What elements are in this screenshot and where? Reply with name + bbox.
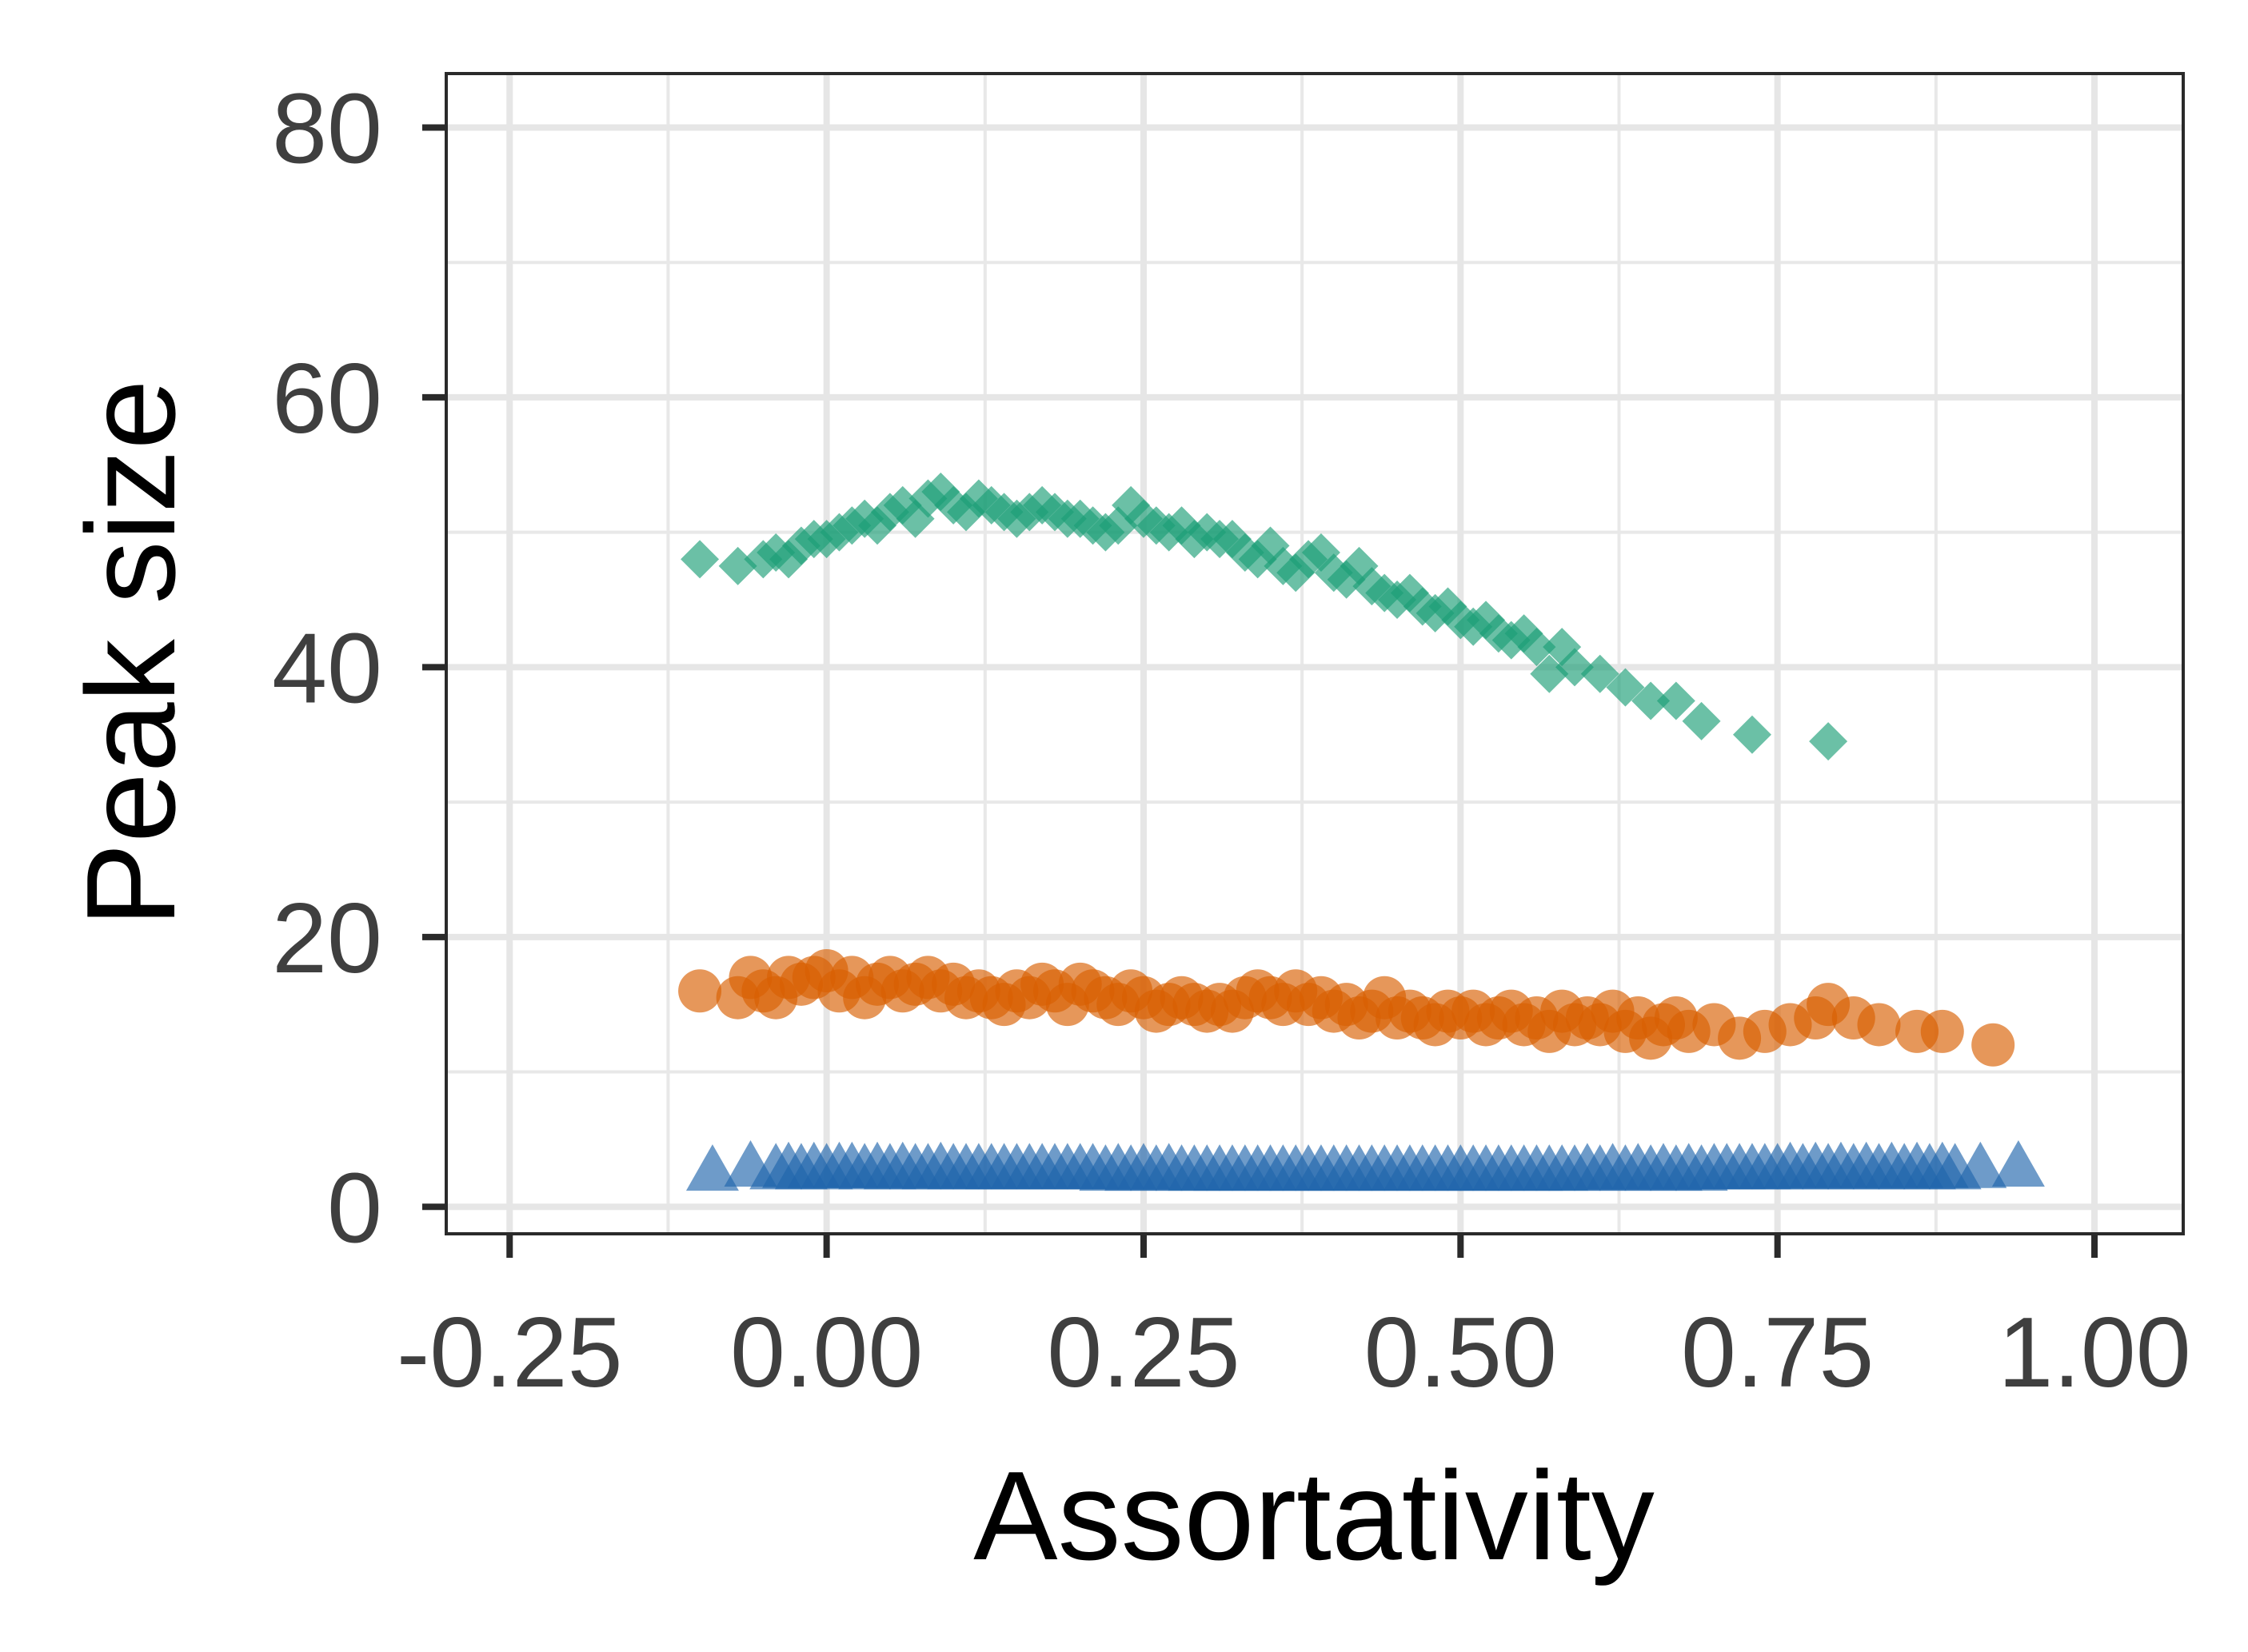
y-tick-label: 60 — [272, 344, 382, 454]
y-tick-label: 40 — [272, 613, 382, 724]
x-tick-label: 1.00 — [1998, 1298, 2190, 1408]
diamond-point — [1732, 715, 1771, 754]
circle-point — [1857, 1003, 1901, 1047]
diamond-point — [1606, 668, 1645, 707]
triangle-point — [1954, 1141, 2007, 1188]
triangle-point — [1991, 1140, 2045, 1187]
diamond-point — [1809, 722, 1848, 761]
x-tick-label: 0.50 — [1364, 1298, 1557, 1408]
y-tick-label: 80 — [272, 74, 382, 184]
x-tick-label: 0.25 — [1047, 1298, 1240, 1408]
y-axis-title: Peak size — [61, 379, 202, 927]
diamond-point — [1580, 654, 1619, 693]
diamond-point — [1631, 681, 1671, 720]
circle-point — [678, 969, 722, 1013]
x-axis-title: Assortativity — [973, 1446, 1655, 1586]
x-tick-label: -0.25 — [397, 1298, 623, 1408]
diamond-point — [681, 540, 720, 579]
plot-panel — [446, 74, 2183, 1234]
x-tick-label: 0.75 — [1681, 1298, 1874, 1408]
circle-point — [1920, 1009, 1964, 1053]
triangle-point — [685, 1144, 739, 1191]
y-tick-label: 20 — [272, 884, 382, 994]
x-axis: -0.25 0.00 0.25 0.50 0.75 1.00 — [397, 1234, 2191, 1408]
y-axis: 0 20 40 60 80 — [272, 74, 446, 1263]
data-points — [678, 473, 2045, 1191]
plot-border — [445, 72, 2185, 1235]
circle-point — [1971, 1023, 2015, 1067]
grid-lines — [446, 74, 2183, 1234]
x-tick-label: 0.00 — [730, 1298, 923, 1408]
diamond-point — [1517, 628, 1556, 667]
diamond-point — [1656, 681, 1695, 720]
diamond-point — [1682, 701, 1721, 740]
y-tick-label: 0 — [327, 1153, 382, 1263]
